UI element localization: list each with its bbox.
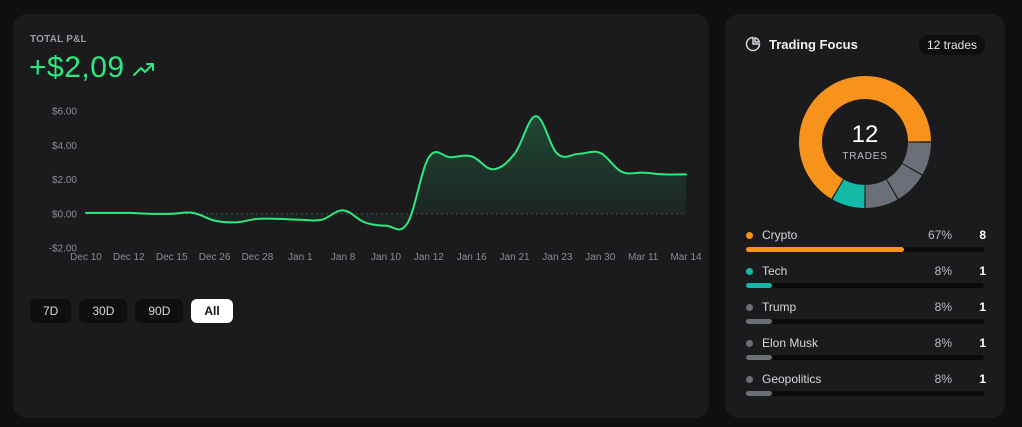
category-row-tech: Tech 8% 1 — [746, 262, 986, 298]
category-bar-fill — [746, 355, 772, 360]
category-count: 1 — [979, 336, 986, 350]
pnl-value-row: +$2,09 — [29, 51, 155, 85]
category-list: Crypto 67% 8 Tech 8% 1 Trump 8% 1 Elon Musk 8% 1 Geo… — [746, 226, 986, 406]
category-percent: 67% — [927, 228, 952, 242]
x-tick-label: Jan 21 — [500, 252, 530, 263]
category-percent: 8% — [934, 300, 952, 314]
pie-chart-icon — [745, 36, 761, 52]
category-row-geopolitics: Geopolitics 8% 1 — [746, 370, 986, 406]
category-bar-track — [746, 283, 984, 288]
category-bar-track — [746, 355, 984, 360]
pnl-line — [85, 115, 687, 231]
x-tick-label: Mar 14 — [670, 252, 702, 263]
pnl-area — [86, 116, 686, 230]
category-bar-fill — [746, 247, 904, 252]
x-tick-label: Jan 23 — [542, 252, 572, 263]
donut-slice-tech — [832, 179, 865, 208]
trading-focus-donut — [799, 75, 931, 208]
category-row-crypto: Crypto 67% 8 — [746, 226, 986, 262]
x-tick-label: Dec 28 — [242, 252, 274, 263]
x-tick-label: Jan 16 — [457, 252, 487, 263]
x-tick-label: Jan 8 — [331, 252, 356, 263]
category-count: 8 — [979, 228, 986, 242]
category-percent: 8% — [934, 264, 952, 278]
x-tick-label: Mar 11 — [628, 252, 659, 263]
focus-title: Trading Focus — [769, 36, 858, 52]
donut-slice-trump — [865, 179, 898, 208]
category-name: Elon Musk — [762, 336, 819, 350]
trades-count-badge: 12 trades — [918, 35, 985, 55]
category-name: Tech — [762, 264, 788, 278]
category-name: Trump — [762, 300, 797, 314]
donut-slice-crypto — [799, 75, 931, 199]
category-dot — [746, 376, 753, 383]
pnl-label: TOTAL P&L — [30, 34, 87, 45]
category-dot — [746, 232, 753, 239]
pnl-card: TOTAL P&L +$2,09 $6.00 $4.00 $2.00 $0.00 -$2… — [13, 14, 709, 418]
category-bar-track — [746, 247, 984, 252]
category-bar-fill — [746, 283, 772, 288]
x-tick-label: Dec 10 — [70, 252, 102, 263]
category-name: Geopolitics — [762, 372, 822, 386]
donut-slice-elon-musk — [886, 163, 922, 199]
x-tick-label: Jan 12 — [414, 252, 444, 263]
focus-header: Trading Focus — [745, 36, 858, 52]
category-count: 1 — [979, 372, 986, 386]
category-percent: 8% — [934, 336, 952, 350]
y-tick-label: $4.00 — [52, 141, 77, 152]
range-button-all[interactable]: All — [191, 299, 233, 323]
range-button-7d[interactable]: 7D — [30, 299, 72, 323]
category-count: 1 — [979, 264, 986, 278]
category-bar-fill — [746, 391, 772, 396]
trading-focus-card: Trading Focus 12 trades 12 TRADES Crypto… — [725, 14, 1005, 418]
category-name: Crypto — [762, 228, 798, 242]
range-button-30d[interactable]: 30D — [79, 299, 128, 323]
x-tick-label: Dec 12 — [113, 252, 145, 263]
x-tick-label: Jan 10 — [371, 252, 401, 263]
category-bar-fill — [746, 319, 772, 324]
y-tick-label: $6.00 — [52, 107, 77, 118]
category-count: 1 — [979, 300, 986, 314]
y-tick-label: -$2.00 — [49, 244, 78, 255]
donut-slice-geopolitics — [902, 142, 931, 175]
x-tick-label: Jan 1 — [288, 252, 313, 263]
y-tick-label: $0.00 — [52, 209, 77, 220]
category-dot — [746, 304, 753, 311]
category-row-trump: Trump 8% 1 — [746, 298, 986, 334]
pnl-value: +$2,09 — [29, 51, 125, 84]
x-tick-label: Jan 30 — [585, 252, 615, 263]
category-row-elon-musk: Elon Musk 8% 1 — [746, 334, 986, 370]
trending-up-icon — [132, 63, 154, 76]
category-dot — [746, 268, 753, 275]
category-bar-track — [746, 319, 984, 324]
category-percent: 8% — [934, 372, 952, 386]
y-tick-label: $2.00 — [52, 175, 77, 186]
category-dot — [746, 340, 753, 347]
x-tick-label: Dec 26 — [199, 252, 231, 263]
range-button-90d[interactable]: 90D — [135, 299, 184, 323]
category-bar-track — [746, 391, 984, 396]
range-selector: 7D 30D 90D All — [30, 299, 233, 323]
x-tick-label: Dec 15 — [156, 252, 188, 263]
